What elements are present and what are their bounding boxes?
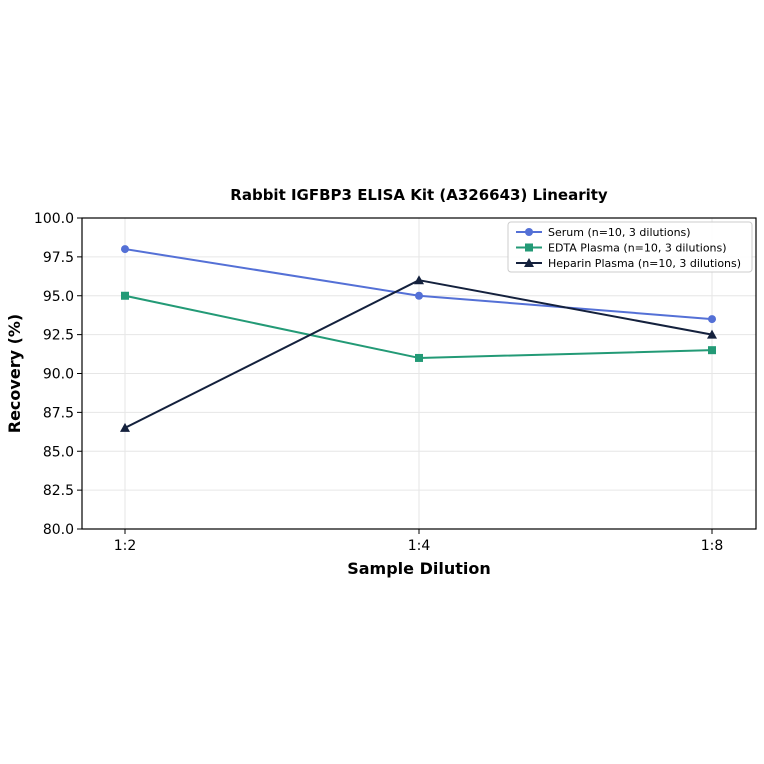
legend-marker xyxy=(525,243,533,252)
series-square xyxy=(121,291,716,362)
series-circle xyxy=(121,245,716,324)
legend-label: Heparin Plasma (n=10, 3 dilutions) xyxy=(548,257,741,270)
y-tick-label: 97.5 xyxy=(43,250,74,266)
data-point xyxy=(415,291,423,300)
legend-label: Serum (n=10, 3 dilutions) xyxy=(548,226,691,239)
y-axis-label: Recovery (%) xyxy=(5,314,24,433)
series-triangle xyxy=(120,275,717,432)
legend-marker xyxy=(525,228,533,236)
legend-item: EDTA Plasma (n=10, 3 dilutions) xyxy=(516,242,727,255)
y-tick-label: 92.5 xyxy=(43,328,74,344)
data-point xyxy=(415,353,423,362)
x-tick-label: 1:8 xyxy=(701,538,724,554)
y-tick-label: 100.0 xyxy=(34,211,74,227)
legend-marker xyxy=(524,258,534,267)
data-point xyxy=(708,315,716,324)
y-tick-label: 87.5 xyxy=(43,405,74,421)
y-tick-label: 90.0 xyxy=(43,367,74,383)
x-axis-label: Sample Dilution xyxy=(347,559,491,578)
data-point xyxy=(707,329,717,339)
y-tick-label: 82.5 xyxy=(43,483,74,499)
y-tick-label: 85.0 xyxy=(43,444,74,460)
x-axis-ticks: 1:2 1:4 1:8 xyxy=(114,529,724,554)
y-axis-ticks: 80.0 82.5 85.0 87.5 90.0 92.5 95.0 97.5 100.0 xyxy=(34,211,82,538)
data-point xyxy=(121,291,129,300)
legend-label: EDTA Plasma (n=10, 3 dilutions) xyxy=(548,242,727,255)
data-point xyxy=(120,422,130,432)
y-tick-label: 80.0 xyxy=(43,522,74,538)
chart-title: Rabbit IGFBP3 ELISA Kit (A326643) Linear… xyxy=(230,186,608,204)
legend: Serum (n=10, 3 dilutions) EDTA Plasma (n=… xyxy=(507,221,753,273)
y-tick-label: 95.0 xyxy=(43,289,74,305)
data-point xyxy=(414,275,424,285)
data-point xyxy=(121,245,129,254)
data-point xyxy=(708,346,716,355)
series-layer xyxy=(120,245,717,432)
legend-box xyxy=(507,221,753,273)
x-tick-label: 1:4 xyxy=(408,538,431,554)
legend-item: Serum (n=10, 3 dilutions) xyxy=(516,226,691,239)
legend-item: Heparin Plasma (n=10, 3 dilutions) xyxy=(516,257,741,270)
x-tick-label: 1:2 xyxy=(114,538,137,554)
